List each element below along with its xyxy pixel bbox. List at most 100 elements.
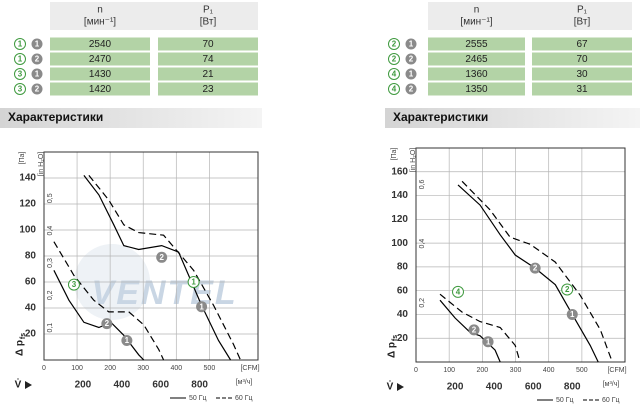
badge-ring [451, 285, 464, 298]
cell-bg [50, 82, 150, 96]
speed-value: 2555 [465, 39, 488, 50]
x2-tick-label: 500 [204, 365, 216, 372]
y-title: Δ p [387, 342, 398, 358]
badge-label: 2 [533, 264, 538, 273]
y-tick-label: 80 [397, 262, 409, 273]
badge-disc [31, 53, 43, 65]
badge-label: 2 [409, 85, 414, 94]
power-value: 67 [576, 39, 588, 50]
y-tick-label: 100 [391, 238, 408, 249]
badge-label: 3 [18, 70, 23, 79]
y-tick-label: 140 [19, 173, 36, 184]
y-tick-label: 160 [391, 166, 408, 177]
badge-label: 1 [35, 70, 40, 79]
x2-unit: [CFM] [607, 367, 626, 374]
badge-label: 2 [35, 85, 40, 94]
speed-value: 2470 [89, 54, 112, 65]
badge-disc [566, 308, 578, 320]
table-header [50, 2, 258, 30]
header-n-unit: [мин⁻¹] [84, 17, 116, 28]
badge-label: 4 [392, 85, 397, 94]
cell-bg [428, 82, 525, 96]
speed-value: 2540 [89, 39, 112, 50]
badge-disc [196, 301, 208, 313]
power-value: 70 [202, 39, 214, 50]
badge-label: 4 [456, 287, 461, 296]
badge-label: 2 [409, 55, 414, 64]
section-band [385, 108, 640, 128]
curve [83, 175, 232, 361]
legend-label: 50 Гц [556, 397, 574, 404]
badge-label: 1 [409, 70, 414, 79]
speed-value: 1420 [89, 84, 112, 95]
x2-tick-label: 100 [71, 365, 83, 372]
power-value: 70 [576, 54, 588, 65]
cell-bg [532, 37, 632, 51]
cell-bg [428, 52, 525, 66]
header-n: n [474, 5, 480, 16]
x2-tick-label: 100 [443, 367, 455, 374]
y-title-sub: fs [392, 335, 399, 341]
cell-bg [158, 37, 258, 51]
y2-tick-label: 0,6 [419, 179, 426, 189]
header-p-unit: [Вт] [200, 17, 217, 28]
badge-label: 1 [191, 278, 196, 287]
badge-label: 4 [392, 70, 397, 79]
x-tick-label: 600 [152, 380, 169, 391]
power-value: 21 [202, 69, 214, 80]
curve [439, 293, 521, 363]
badge-ring [388, 38, 400, 50]
section-title: Характеристики [8, 110, 103, 124]
badge-ring [14, 68, 26, 80]
badge-label: 1 [35, 40, 40, 49]
y-tick-label: 140 [391, 190, 408, 201]
badge-ring [388, 83, 400, 95]
header-n: n [97, 5, 103, 16]
badge-label: 1 [18, 55, 23, 64]
badge-disc [31, 38, 43, 50]
badge-label: 2 [565, 285, 570, 294]
badge-label: 2 [35, 55, 40, 64]
x-tick-label: 200 [75, 380, 92, 391]
y2-unit: [in H₂O] [38, 152, 45, 177]
badge-label: 1 [409, 40, 414, 49]
speed-value: 1430 [89, 69, 112, 80]
badge-ring [561, 283, 574, 296]
badge-label: 3 [72, 280, 77, 289]
power-value: 23 [202, 84, 214, 95]
x-title: V̇ [387, 380, 394, 392]
cell-bg [532, 67, 632, 81]
legend-label: 60 Гц [235, 395, 253, 402]
badge-disc [156, 251, 168, 263]
y-tick-label: 20 [397, 333, 409, 344]
badge-disc [405, 53, 417, 65]
y-tick-label: 40 [25, 303, 37, 314]
y2-tick-label: 0,5 [47, 193, 54, 203]
badge-label: 2 [159, 253, 164, 262]
y-tick-label: 40 [397, 309, 409, 320]
badge-disc [31, 68, 43, 80]
x-tick-label: 200 [447, 382, 464, 393]
x-tick-label: 800 [564, 382, 581, 393]
legend-label: 60 Гц [602, 397, 620, 404]
section-band [0, 108, 262, 128]
badge-ring [388, 68, 400, 80]
x2-tick-label: 400 [543, 367, 555, 374]
x-unit: [м³/ч] [236, 379, 253, 386]
y-tick-label: 120 [19, 199, 36, 210]
power-value: 30 [576, 69, 588, 80]
x2-unit: [CFM] [240, 365, 259, 372]
speed-value: 1360 [465, 69, 488, 80]
power-value: 31 [576, 84, 588, 95]
y-tick-label: 60 [397, 285, 409, 296]
cell-bg [158, 52, 258, 66]
badge-disc [31, 83, 43, 95]
badge-disc [405, 38, 417, 50]
y2-unit: [in H₂O] [410, 148, 417, 173]
badge-label: 1 [570, 310, 575, 319]
cell-bg [428, 67, 525, 81]
badge-ring [67, 278, 80, 291]
badge-ring [14, 38, 26, 50]
cell-bg [532, 82, 632, 96]
